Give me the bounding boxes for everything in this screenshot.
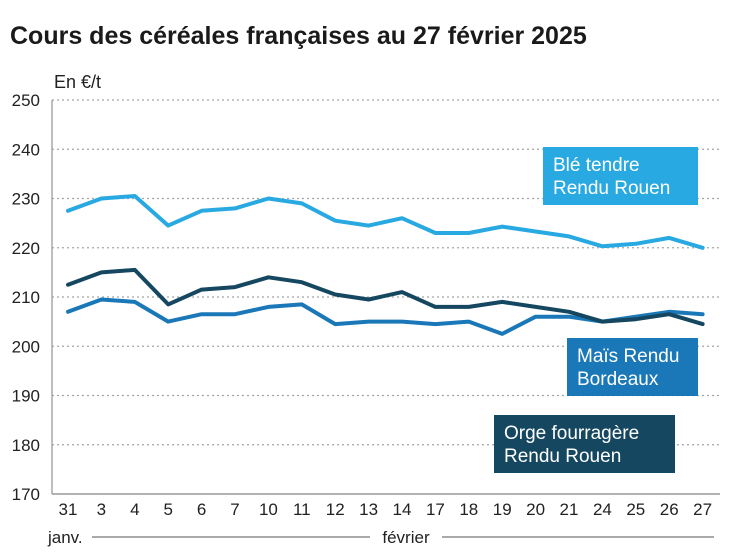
y-tick-label: 240 [12, 140, 40, 159]
x-tick-label: 18 [459, 500, 478, 519]
series-label-text: Bordeaux [577, 369, 659, 390]
y-tick-label: 190 [12, 387, 40, 406]
series-label-text: Orge fourragère [504, 423, 639, 444]
y-axis-unit: En €/t [54, 72, 101, 92]
x-tick-label: 4 [130, 500, 139, 519]
x-tick-label: 20 [526, 500, 545, 519]
y-tick-label: 180 [12, 436, 40, 455]
x-tick-label: 12 [326, 500, 345, 519]
series-line-2 [66, 267, 705, 327]
series-label-background [543, 147, 698, 205]
x-tick-label: 19 [493, 500, 512, 519]
y-tick-label: 210 [12, 288, 40, 307]
y-tick-label: 170 [12, 485, 40, 504]
y-tick-label: 200 [12, 337, 40, 356]
x-tick-label: 3 [97, 500, 106, 519]
y-tick-label: 250 [12, 91, 40, 110]
chart-title: Cours des céréales françaises au 27 févr… [10, 22, 587, 50]
x-tick-label: 17 [426, 500, 445, 519]
y-tick-label: 230 [12, 190, 40, 209]
x-tick-label: 10 [259, 500, 278, 519]
series-label-text: Maïs Rendu [577, 346, 679, 367]
x-tick-label: 25 [626, 500, 645, 519]
x-tick-label: 27 [693, 500, 712, 519]
series-line-0 [66, 194, 705, 250]
x-tick-label: 31 [59, 500, 78, 519]
x-tick-label: 6 [197, 500, 206, 519]
month-label-january: janv. [47, 528, 83, 547]
x-tick-label: 11 [293, 500, 311, 519]
series-label-background [494, 415, 675, 473]
series-label-text: Rendu Rouen [504, 446, 621, 467]
y-tick-label: 220 [12, 239, 40, 258]
x-tick-label: 26 [660, 500, 679, 519]
x-tick-label: 21 [560, 500, 579, 519]
x-tick-label: 24 [593, 500, 612, 519]
x-tick-label: 5 [163, 500, 172, 519]
x-tick-label: 7 [230, 500, 239, 519]
series-label-background [567, 338, 698, 396]
month-label-february: février [382, 528, 430, 547]
series-label-text: Blé tendre [553, 155, 640, 176]
x-tick-label: 14 [393, 500, 412, 519]
series-label-text: Rendu Rouen [553, 178, 670, 199]
x-tick-label: 13 [359, 500, 378, 519]
series-line-1 [66, 297, 705, 336]
